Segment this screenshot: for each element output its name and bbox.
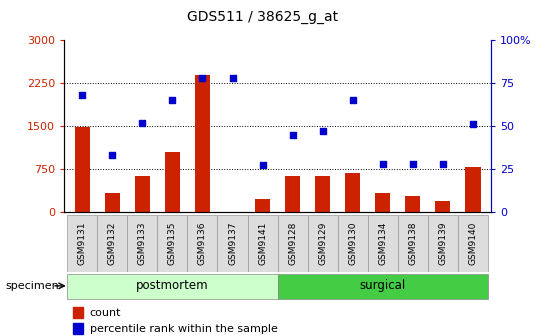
FancyBboxPatch shape	[368, 215, 398, 272]
FancyBboxPatch shape	[278, 215, 307, 272]
Point	[348, 98, 357, 103]
Bar	[435, 201, 450, 212]
FancyBboxPatch shape	[67, 274, 278, 299]
Text: GSM9140: GSM9140	[469, 222, 478, 265]
FancyBboxPatch shape	[307, 215, 338, 272]
Text: surgical: surgical	[360, 279, 406, 292]
Bar	[75, 127, 90, 212]
Text: postmortem: postmortem	[136, 279, 209, 292]
Text: GSM9131: GSM9131	[78, 222, 86, 265]
Point	[228, 75, 237, 81]
FancyBboxPatch shape	[278, 274, 488, 299]
FancyBboxPatch shape	[127, 215, 157, 272]
Point	[138, 120, 147, 125]
Point	[168, 98, 177, 103]
Text: GSM9130: GSM9130	[348, 222, 357, 265]
Point	[408, 161, 417, 166]
Text: count: count	[90, 308, 121, 318]
Text: GSM9128: GSM9128	[288, 222, 297, 265]
Point	[198, 75, 207, 81]
Point	[258, 163, 267, 168]
FancyBboxPatch shape	[218, 215, 248, 272]
Point	[288, 132, 297, 137]
Text: specimen: specimen	[6, 281, 59, 291]
Text: GSM9141: GSM9141	[258, 222, 267, 265]
Text: GSM9129: GSM9129	[318, 222, 327, 265]
Text: GSM9133: GSM9133	[138, 222, 147, 265]
Text: GSM9134: GSM9134	[378, 222, 387, 265]
FancyBboxPatch shape	[67, 215, 97, 272]
Point	[318, 128, 327, 134]
Bar	[73, 323, 83, 334]
Point	[378, 161, 387, 166]
Point	[439, 161, 448, 166]
FancyBboxPatch shape	[338, 215, 368, 272]
FancyBboxPatch shape	[248, 215, 278, 272]
Bar	[255, 199, 270, 212]
Text: GSM9139: GSM9139	[439, 222, 448, 265]
Text: GSM9135: GSM9135	[168, 222, 177, 265]
Bar	[195, 75, 210, 212]
Point	[469, 122, 478, 127]
FancyBboxPatch shape	[398, 215, 428, 272]
Bar	[376, 194, 391, 212]
FancyBboxPatch shape	[97, 215, 127, 272]
Bar	[345, 173, 360, 212]
FancyBboxPatch shape	[458, 215, 488, 272]
FancyBboxPatch shape	[157, 215, 187, 272]
Text: GDS511 / 38625_g_at: GDS511 / 38625_g_at	[187, 10, 338, 24]
Text: percentile rank within the sample: percentile rank within the sample	[90, 324, 278, 334]
Bar	[165, 152, 180, 212]
Text: GSM9136: GSM9136	[198, 222, 207, 265]
Point	[78, 92, 86, 98]
FancyBboxPatch shape	[187, 215, 218, 272]
Text: GSM9138: GSM9138	[408, 222, 417, 265]
Point	[108, 153, 117, 158]
Bar	[135, 176, 150, 212]
Bar	[105, 194, 120, 212]
Bar	[405, 196, 420, 212]
Bar	[73, 307, 83, 319]
Bar	[285, 176, 300, 212]
FancyBboxPatch shape	[428, 215, 458, 272]
Text: GSM9137: GSM9137	[228, 222, 237, 265]
Bar	[465, 167, 480, 212]
Bar	[315, 176, 330, 212]
Text: GSM9132: GSM9132	[108, 222, 117, 265]
